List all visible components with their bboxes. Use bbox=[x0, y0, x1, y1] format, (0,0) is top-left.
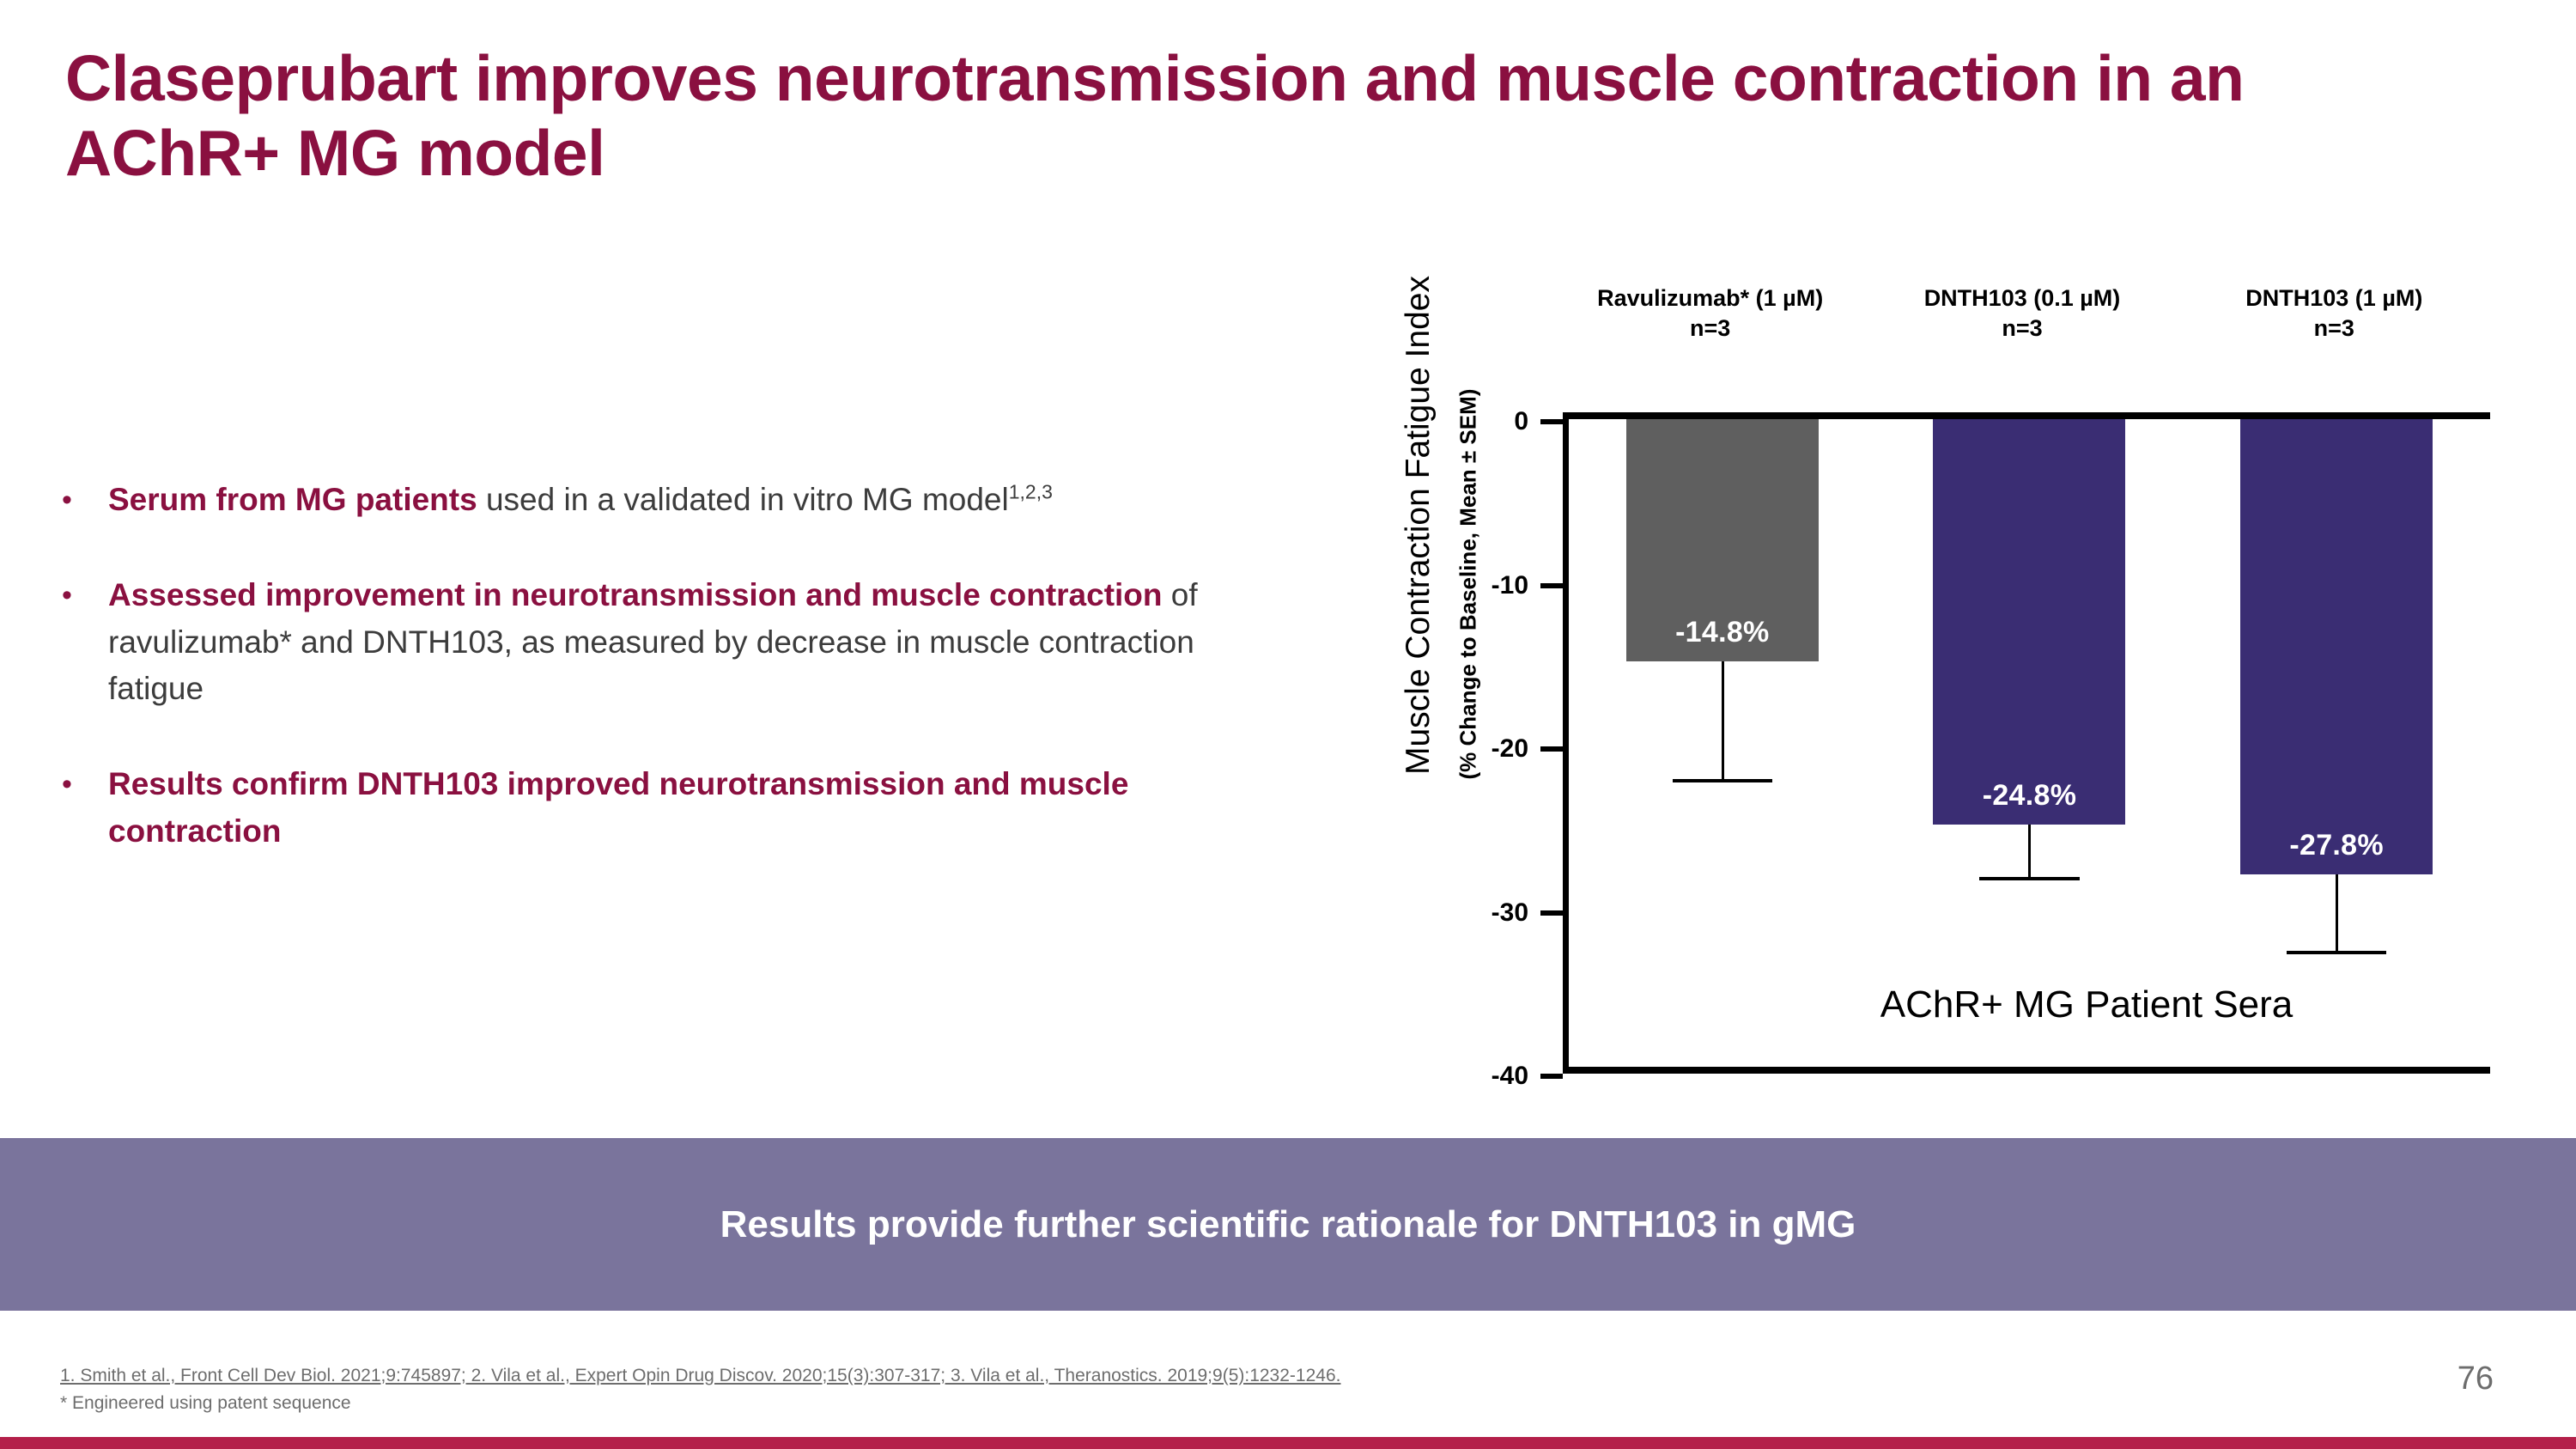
y-axis-tick: -40 bbox=[1492, 1062, 1563, 1090]
bullet-text: Assessed improvement in neurotransmissio… bbox=[108, 572, 1281, 713]
y-axis-tick-label: -10 bbox=[1491, 570, 1528, 600]
error-bar-cap bbox=[1979, 877, 2080, 881]
bullet-marker-icon: • bbox=[62, 484, 72, 516]
y-axis-title: Muscle Contraction Fatigue Index bbox=[1400, 276, 1437, 775]
summary-banner: Results provide further scientific ratio… bbox=[0, 1138, 2576, 1311]
y-axis-tick: -10 bbox=[1492, 571, 1563, 600]
footnotes: 1. Smith et al., Front Cell Dev Biol. 20… bbox=[60, 1364, 1949, 1416]
column-header-label: DNTH103 (0.1 µM) bbox=[1923, 285, 2121, 311]
bullet-text: Results confirm DNTH103 improved neurotr… bbox=[108, 761, 1281, 855]
error-bar-cap bbox=[2286, 951, 2387, 955]
page-title: Claseprubart improves neurotransmission … bbox=[65, 42, 2245, 189]
bullet-body: used in a validated in vitro MG model bbox=[477, 482, 1009, 517]
y-axis-tick-label: -40 bbox=[1491, 1062, 1528, 1090]
bar[interactable]: -27.8% bbox=[2240, 419, 2433, 874]
y-axis-tick-label: 0 bbox=[1514, 407, 1528, 435]
page-number: 76 bbox=[2457, 1361, 2494, 1397]
chart-column-headers: Ravulizumab* (1 µM) n=3 DNTH103 (0.1 µM)… bbox=[1554, 283, 2490, 343]
bullet-list: • Serum from MG patients used in a valid… bbox=[62, 477, 1281, 855]
error-bar-stem bbox=[2028, 825, 2032, 878]
column-header-n: n=3 bbox=[2002, 314, 2043, 341]
y-axis-tick-label: -30 bbox=[1491, 898, 1528, 927]
bar-slot: -14.8% bbox=[1569, 419, 1876, 1074]
bullet-highlight: Serum from MG patients bbox=[108, 482, 477, 517]
list-item: • Results confirm DNTH103 improved neuro… bbox=[62, 761, 1281, 855]
bar-value-label: -24.8% bbox=[1982, 779, 2077, 813]
bar-value-label: -14.8% bbox=[1675, 615, 1770, 648]
zero-baseline bbox=[1563, 412, 2490, 419]
y-axis-tick-label: -20 bbox=[1491, 734, 1528, 763]
bullet-marker-icon: • bbox=[62, 768, 72, 801]
bar[interactable]: -14.8% bbox=[1625, 419, 1819, 661]
summary-banner-text: Results provide further scientific ratio… bbox=[720, 1202, 1856, 1245]
bullet-text: Serum from MG patients used in a validat… bbox=[108, 477, 1281, 524]
column-header: DNTH103 (0.1 µM) n=3 bbox=[1866, 283, 2178, 343]
error-bar-cap bbox=[1672, 779, 1773, 783]
y-axis-line bbox=[1563, 412, 1569, 1074]
x-axis-line bbox=[1563, 1067, 2490, 1074]
y-axis-tick: -20 bbox=[1492, 734, 1563, 763]
bullet-body: of ravulizumab* and DNTH103, as measured… bbox=[108, 576, 1198, 707]
list-item: • Serum from MG patients used in a valid… bbox=[62, 477, 1281, 524]
y-axis-subtitle: (% Change to Baseline, Mean ± SEM) bbox=[1455, 388, 1481, 780]
column-header-label: DNTH103 (1 µM) bbox=[2245, 285, 2423, 311]
footnote-references: 1. Smith et al., Front Cell Dev Biol. 20… bbox=[60, 1366, 1341, 1385]
y-axis-tick: -30 bbox=[1492, 898, 1563, 927]
bar-chart: Ravulizumab* (1 µM) n=3 DNTH103 (0.1 µM)… bbox=[1305, 276, 2507, 1108]
column-header-label: Ravulizumab* (1 µM) bbox=[1597, 285, 1824, 311]
bottom-accent-bar bbox=[0, 1437, 2576, 1449]
bar-value-label: -27.8% bbox=[2289, 828, 2384, 861]
error-bar-stem bbox=[2336, 874, 2339, 952]
column-header-n: n=3 bbox=[2313, 314, 2354, 341]
column-header-n: n=3 bbox=[1690, 314, 1731, 341]
plot-area: 0 -10 -20 -30 -40 -14.8% -24.8% -27.8% AChR+ M… bbox=[1492, 407, 2490, 1090]
list-item: • Assessed improvement in neurotransmiss… bbox=[62, 572, 1281, 713]
bar-slot: -27.8% bbox=[2183, 419, 2490, 1074]
footnote-star-note: * Engineered using patent sequence bbox=[60, 1393, 351, 1414]
plot-caption: AChR+ MG Patient Sera bbox=[1880, 983, 2293, 1026]
bar-group: -14.8% -24.8% -27.8% bbox=[1569, 419, 2490, 1074]
bullet-marker-icon: • bbox=[62, 578, 72, 612]
bullet-highlight: Results confirm DNTH103 improved neurotr… bbox=[108, 766, 1129, 849]
column-header: DNTH103 (1 µM) n=3 bbox=[2178, 283, 2490, 343]
bullet-superscript: 1,2,3 bbox=[1008, 480, 1053, 503]
bullet-highlight: Assessed improvement in neurotransmissio… bbox=[108, 576, 1163, 612]
error-bar-stem bbox=[1721, 661, 1724, 780]
bar[interactable]: -24.8% bbox=[1933, 419, 2126, 825]
y-axis-tick: 0 bbox=[1514, 407, 1563, 435]
bar-slot: -24.8% bbox=[1876, 419, 2184, 1074]
column-header: Ravulizumab* (1 µM) n=3 bbox=[1554, 283, 1866, 343]
